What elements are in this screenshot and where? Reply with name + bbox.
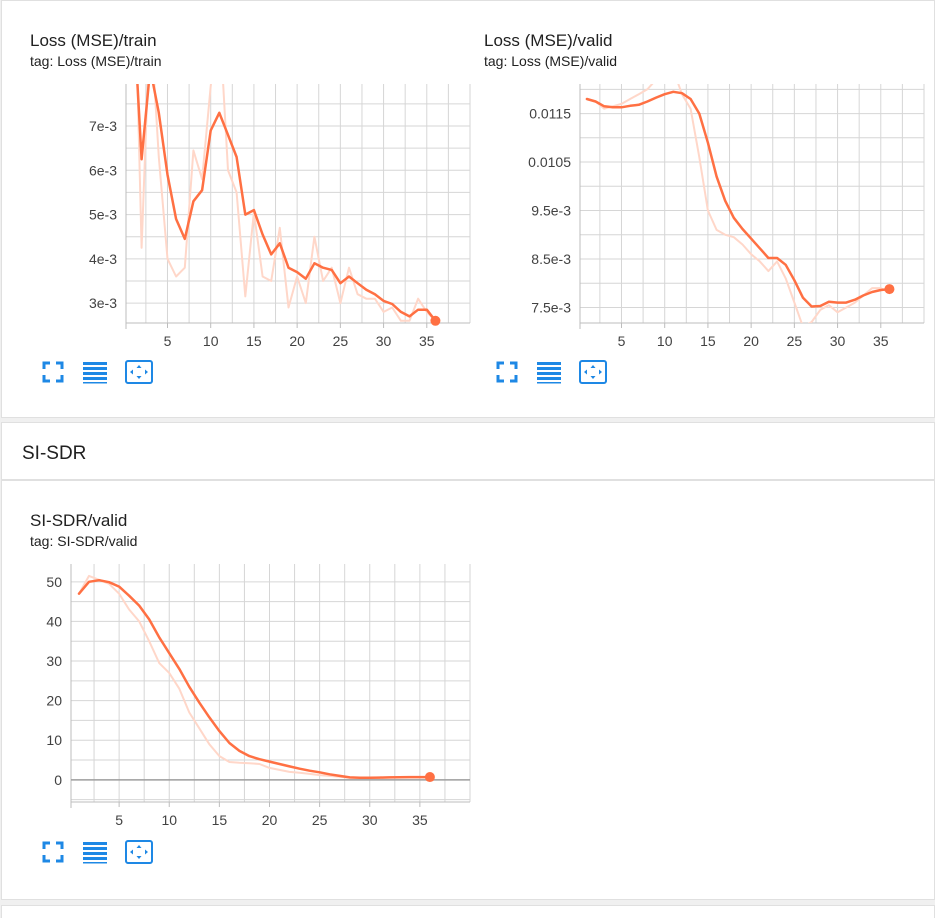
x-tick-label: 10: [657, 333, 673, 349]
grid: [71, 564, 470, 802]
y-tick-label: 10: [46, 732, 62, 748]
y-tick-label: 0.0115: [529, 106, 571, 122]
fullscreen-icon: [40, 839, 66, 865]
data-table-icon: [82, 839, 108, 865]
y-tick-label: 3e-3: [89, 295, 117, 311]
x-tick-label: 20: [262, 812, 278, 828]
x-tick-label: 5: [115, 812, 123, 828]
x-tick-label: 35: [419, 333, 435, 349]
x-tick-label: 30: [830, 333, 846, 349]
x-tick-label: 15: [246, 333, 262, 349]
x-tick-label: 10: [161, 812, 177, 828]
grid: [126, 84, 470, 323]
fullscreen-button[interactable]: [40, 359, 66, 385]
chart-card-valid-loss: Loss (MSE)/valid tag: Loss (MSE)/valid 5…: [484, 31, 924, 391]
section-header[interactable]: SI-SDR: [1, 422, 935, 480]
y-tick-label: 7e-3: [89, 118, 117, 134]
last-point-marker: [884, 284, 894, 294]
y-tick-label: 8.5e-3: [531, 251, 571, 267]
x-tick-label: 5: [164, 333, 172, 349]
line-chart-valid-loss[interactable]: 5 10 15 20 25 30 35 7.5e-3 8.5e-3 9.5e-3 0.0105 0.0…: [484, 31, 924, 351]
loss-panel: Loss (MSE)/train tag: Loss (MSE)/train 5…: [1, 0, 935, 418]
show-data-table-button[interactable]: [82, 359, 108, 385]
fit-domain-icon: [124, 839, 154, 865]
data-table-icon: [82, 359, 108, 385]
raw-series-line: [587, 70, 890, 327]
series-group: [133, 0, 436, 321]
fullscreen-button[interactable]: [40, 839, 66, 865]
show-data-table-button[interactable]: [82, 839, 108, 865]
last-point-marker: [430, 316, 440, 326]
raw-series-line: [133, 0, 436, 321]
x-tick-label: 25: [333, 333, 349, 349]
y-tick-label: 4e-3: [89, 251, 117, 267]
data-table-icon: [536, 359, 562, 385]
x-tick-label: 15: [700, 333, 716, 349]
fullscreen-icon: [40, 359, 66, 385]
fit-domain-button[interactable]: [578, 359, 604, 385]
x-tick-label: 30: [376, 333, 392, 349]
x-tick-label: 30: [362, 812, 378, 828]
si-sdr-panel: SI-SDR/valid tag: SI-SDR/valid 5 10 15 20 25…: [1, 480, 935, 900]
chart-card-si-sdr: SI-SDR/valid tag: SI-SDR/valid 5 10 15 20 25…: [30, 511, 470, 871]
fullscreen-icon: [494, 359, 520, 385]
y-tick-label: 5e-3: [89, 207, 117, 223]
x-tick-label: 5: [618, 333, 626, 349]
series-group: [587, 70, 890, 327]
x-tick-label: 35: [412, 812, 428, 828]
fit-domain-button[interactable]: [124, 359, 150, 385]
line-chart-si-sdr[interactable]: 5 10 15 20 25 30 35 0 10 20 30 40 50: [30, 511, 470, 831]
y-tick-label: 0: [54, 772, 62, 788]
show-data-table-button[interactable]: [536, 359, 562, 385]
fullscreen-button[interactable]: [494, 359, 520, 385]
fit-domain-button[interactable]: [124, 839, 150, 865]
chart-card-train-loss: Loss (MSE)/train tag: Loss (MSE)/train 5…: [30, 31, 470, 391]
fit-domain-icon: [578, 359, 608, 385]
y-tick-label: 9.5e-3: [531, 203, 571, 219]
last-point-marker: [425, 772, 435, 782]
y-tick-label: 30: [46, 653, 62, 669]
y-tick-label: 6e-3: [89, 162, 117, 178]
x-tick-label: 20: [743, 333, 759, 349]
smoothed-series-line: [587, 92, 890, 307]
x-tick-label: 35: [873, 333, 889, 349]
y-tick-label: 7.5e-3: [531, 299, 571, 315]
section-title: SI-SDR: [22, 443, 86, 465]
fit-domain-icon: [124, 359, 154, 385]
x-tick-label: 25: [312, 812, 328, 828]
line-chart-train-loss[interactable]: 5 10 15 20 25 30 35 3e-3 4e-3 5e-3 6e-3 7e-3: [30, 31, 470, 351]
y-tick-label: 20: [46, 693, 62, 709]
x-tick-label: 25: [787, 333, 803, 349]
next-card-top-edge: [1, 905, 935, 918]
x-tick-label: 10: [203, 333, 219, 349]
x-tick-label: 15: [212, 812, 228, 828]
raw-series-line: [79, 576, 430, 778]
y-tick-label: 0.0105: [528, 154, 571, 170]
y-tick-label: 50: [46, 574, 62, 590]
smoothed-series-line: [79, 580, 430, 778]
x-tick-label: 20: [289, 333, 305, 349]
series-group: [79, 576, 430, 778]
y-tick-label: 40: [46, 613, 62, 629]
